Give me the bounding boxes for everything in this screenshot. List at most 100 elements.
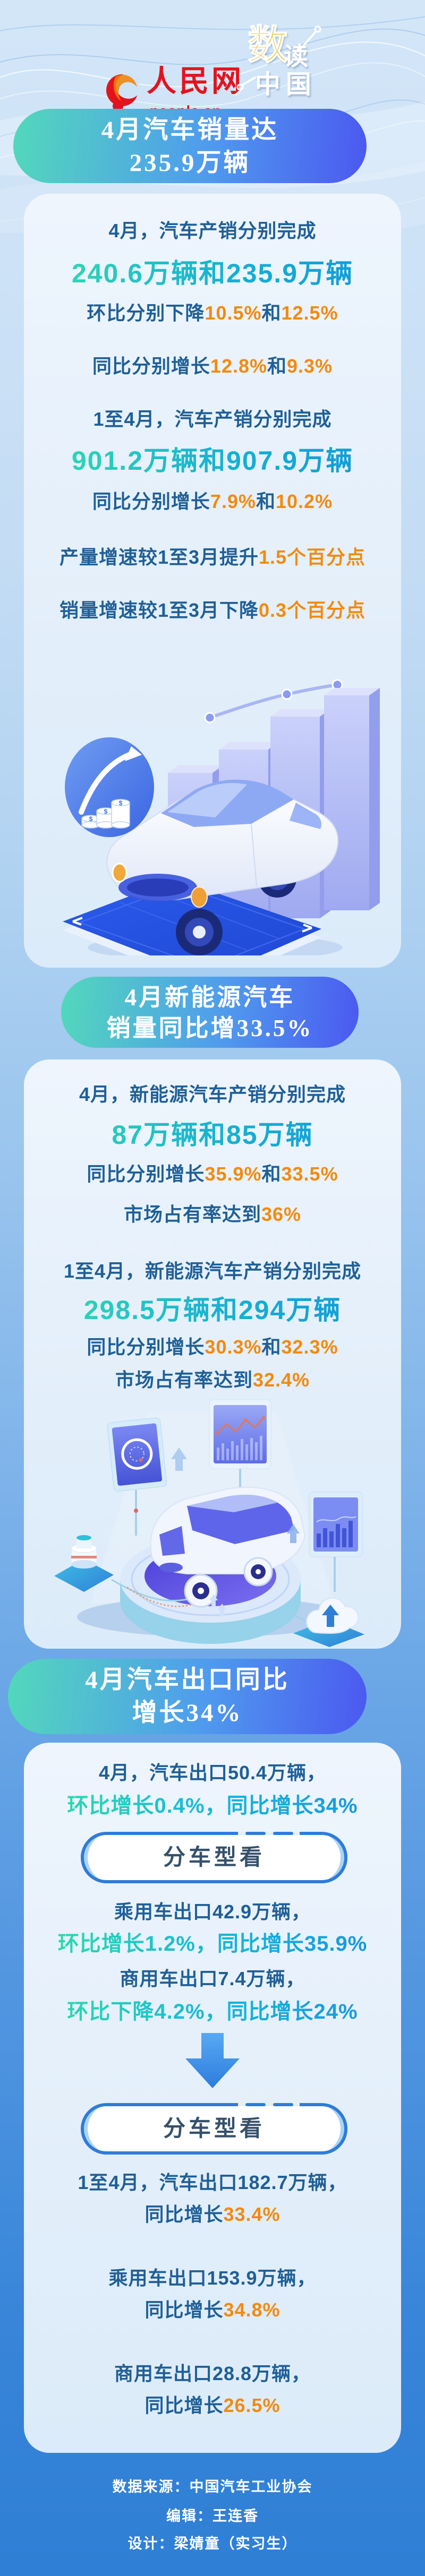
needle-decoration bbox=[235, 25, 321, 96]
stat-line: 乘用车出口42.9万辆， bbox=[24, 1900, 401, 1924]
stat-line: 同比分别增长30.3%和32.3% bbox=[24, 1336, 401, 1359]
headlight-icon bbox=[112, 863, 128, 883]
svg-text:$: $ bbox=[104, 808, 108, 815]
lidar-device-icon bbox=[54, 1535, 114, 1592]
button-label: 分车型看 bbox=[163, 2117, 265, 2141]
card-export: 4月，汽车出口50.4万辆， 环比增长0.4%，同比增长34% 分车型看 乘用车… bbox=[24, 1743, 401, 2453]
section-title-nev: 4月新能源汽车 销量同比增33.5% bbox=[61, 977, 359, 1048]
section-title-line: 4月新能源汽车 bbox=[124, 984, 295, 1011]
stat-line: 商用车出口7.4万辆， bbox=[24, 1967, 401, 1991]
stat-value: 同比增长34% bbox=[226, 1794, 358, 1817]
coin-stack-icon bbox=[81, 799, 130, 829]
stat-highlight: 240.6万辆和235.9万辆 bbox=[24, 259, 401, 288]
stat-value: 0.3个百分点 bbox=[259, 599, 366, 621]
line-chart-screen-icon bbox=[209, 1399, 271, 1469]
stat-highlight: 环比增长1.2%，同比增长35.9% bbox=[24, 1931, 401, 1957]
stat-highlight: 环比下降4.2%，同比增长24% bbox=[24, 1999, 401, 2024]
stat-line: 同比分别增长7.9%和10.2% bbox=[24, 490, 401, 513]
stat-value: 12.5% bbox=[281, 302, 338, 324]
badge-char-shu: 数 bbox=[247, 23, 288, 68]
stat-value: 同比增长24% bbox=[226, 2000, 358, 2023]
stat-text: 4月，汽车产销分别完成 bbox=[108, 220, 317, 242]
stat-text: 商用车出口28.8万辆， bbox=[114, 2363, 311, 2384]
stat-line: 市场占有率达到36% bbox=[24, 1203, 401, 1226]
stat-text: 销量增速较1至3月下降 bbox=[59, 599, 259, 621]
stat-text: 环比分别下降 bbox=[87, 302, 205, 324]
nev-platform-illustration bbox=[54, 1399, 364, 1647]
headlight-icon bbox=[191, 886, 208, 908]
stat-line: 1至4月，汽车出口182.7万辆， bbox=[24, 2171, 401, 2194]
stat-text: 4月，新能源汽车产销分别完成 bbox=[79, 1083, 346, 1105]
car-illustration bbox=[150, 1486, 306, 1608]
border-gap bbox=[238, 2103, 300, 2106]
trend-line-decoration bbox=[204, 679, 343, 723]
up-arrow-icon bbox=[209, 1594, 218, 1607]
shudu-zhongguo-logo: 数 读 中国 bbox=[234, 21, 340, 133]
stat-text: 同比分别增长 bbox=[92, 490, 210, 512]
stat-text: 1至4月，汽车出口182.7万辆， bbox=[78, 2172, 347, 2193]
section-title-line: 4月汽车销量达 bbox=[101, 116, 279, 144]
stat-text: 市场占有率达到 bbox=[123, 1203, 261, 1225]
stat-highlight: 901.2万辆和907.9万辆 bbox=[24, 446, 401, 476]
stat-value: 33.4% bbox=[223, 2203, 280, 2225]
stat-line: 产量增速较1至3月提升1.5个百分点 bbox=[24, 546, 401, 569]
stat-text: 1至4月，汽车产销分别完成 bbox=[93, 408, 332, 430]
badge-chars-zhongguo: 中国 bbox=[255, 71, 317, 99]
stat-text: 乘用车出口153.9万辆， bbox=[108, 2267, 317, 2289]
border-dash bbox=[273, 1832, 293, 1835]
stat-value: 32.3% bbox=[281, 1336, 338, 1358]
stat-value: 26.5% bbox=[223, 2394, 280, 2416]
stat-text: 同比增长 bbox=[144, 2203, 224, 2225]
stat-line: 同比增长26.5% bbox=[24, 2394, 401, 2417]
stat-text: 和 bbox=[256, 490, 276, 512]
view-by-type-button-1[interactable]: 分车型看 bbox=[81, 1832, 347, 1883]
stat-value: 同比增长35.9% bbox=[217, 1932, 368, 1955]
people-logo-bird-icon bbox=[106, 73, 139, 111]
stat-text: 产量增速较1至3月提升 bbox=[59, 546, 259, 568]
stat-text: 乘用车出口42.9万辆， bbox=[114, 1901, 311, 1923]
radar-screen-icon bbox=[107, 1417, 167, 1492]
button-label: 分车型看 bbox=[163, 1846, 265, 1870]
card-auto-sales: 4月，汽车产销分别完成 240.6万辆和235.9万辆 环比分别下降10.5%和… bbox=[24, 194, 401, 968]
section-title-line: 235.9万辆 bbox=[129, 149, 251, 177]
stat-line: 4月，汽车出口50.4万辆， bbox=[24, 1761, 401, 1785]
car-growth-illustration: $ $ $ bbox=[63, 679, 380, 955]
stat-text: 同比增长 bbox=[144, 2299, 224, 2321]
cloud-upload-icon bbox=[293, 1597, 364, 1647]
view-by-type-button-2[interactable]: 分车型看 bbox=[81, 2103, 347, 2155]
stat-value: 环比增长1.2%， bbox=[57, 1932, 217, 1955]
up-arrow-icon bbox=[218, 1604, 226, 1616]
stat-value: 36% bbox=[261, 1203, 302, 1225]
stat-line: 4月，汽车产销分别完成 bbox=[24, 219, 401, 243]
stat-highlight: 87万辆和85万辆 bbox=[24, 1120, 401, 1150]
stat-text: 和 bbox=[261, 1336, 282, 1358]
stat-text: 同比分别增长 bbox=[87, 1336, 205, 1358]
border-dash bbox=[245, 2103, 266, 2106]
stat-line: 同比分别增长35.9%和33.5% bbox=[24, 1162, 401, 1186]
stat-value: 环比下降4.2%， bbox=[67, 2000, 227, 2023]
car-illustration bbox=[106, 779, 339, 955]
stat-text: 和 bbox=[261, 1163, 282, 1185]
stat-text: 市场占有率达到 bbox=[115, 1369, 253, 1391]
badge-char-du: 读 bbox=[284, 43, 308, 70]
stat-line: 4月，新能源汽车产销分别完成 bbox=[24, 1083, 401, 1106]
stat-line: 1至4月，新能源汽车产销分别完成 bbox=[24, 1260, 401, 1283]
svg-text:$: $ bbox=[89, 815, 93, 823]
up-arrow-icon bbox=[287, 1524, 300, 1543]
stat-value: 7.9% bbox=[210, 490, 256, 512]
growth-badge-icon: $ $ $ bbox=[65, 737, 154, 837]
section-title-line: 增长34% bbox=[132, 1699, 243, 1727]
stat-line: 1至4月，汽车产销分别完成 bbox=[24, 408, 401, 431]
stat-line: 乘用车出口153.9万辆， bbox=[24, 2267, 401, 2290]
stat-line: 市场占有率达到32.4% bbox=[24, 1368, 401, 1392]
stat-value: 10.2% bbox=[276, 490, 333, 512]
brand-name: 人民网 bbox=[147, 65, 244, 98]
stat-value: 34.8% bbox=[223, 2299, 280, 2321]
border-dash bbox=[273, 2103, 293, 2106]
stat-value: 12.8% bbox=[210, 355, 267, 377]
stat-text: 同比分别增长 bbox=[87, 1163, 205, 1185]
section-title-line: 销量同比增33.5% bbox=[106, 1015, 313, 1041]
stat-value: 9.3% bbox=[287, 355, 333, 377]
stat-text: 商用车出口7.4万辆， bbox=[120, 1968, 305, 1989]
